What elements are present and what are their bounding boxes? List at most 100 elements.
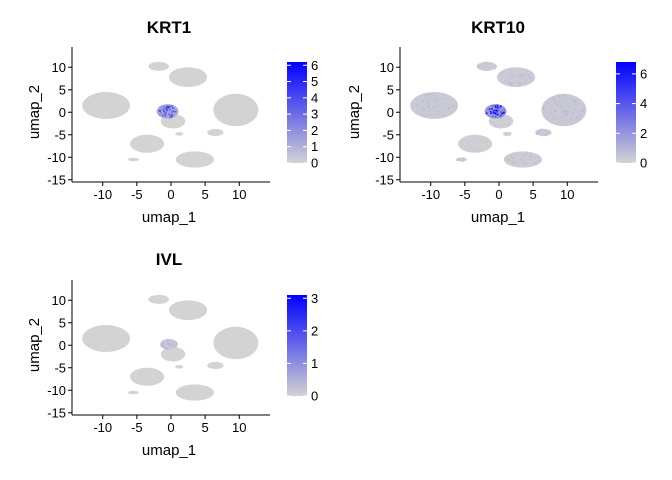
cell-point	[575, 103, 578, 106]
cell-point	[501, 71, 504, 74]
x-tick-label: 5	[530, 187, 537, 202]
y-tick-label: 10	[380, 60, 394, 75]
legend-tick-label: 2	[640, 126, 647, 141]
x-axis-title: umap_1	[142, 442, 196, 459]
cell-point	[484, 65, 486, 67]
cell-point	[520, 152, 522, 155]
cell-point	[427, 104, 430, 107]
cell-point	[517, 70, 520, 73]
color-bar	[287, 295, 307, 396]
y-tick-label: -10	[47, 150, 66, 165]
panel-krt10: KRT10 umap_1 umap_2 -10 -5 0 5 101050-5-10-1…	[346, 18, 647, 226]
cell-point	[426, 101, 429, 103]
y-tick-label: -5	[54, 127, 66, 142]
cell-point	[536, 132, 538, 135]
cell-point	[475, 143, 478, 146]
x-tick-label: 0	[495, 187, 502, 202]
cell-point	[487, 65, 490, 68]
cell-point	[529, 154, 532, 157]
y-tick-label: 5	[59, 82, 66, 97]
scatter-plot-area: -10 -5 0 5 10 10 5 0 -5 -10 -15	[47, 280, 270, 435]
cell-point	[566, 104, 569, 106]
cell-point	[517, 75, 520, 78]
cell-point	[490, 111, 493, 113]
y-axis-title: umap_2	[346, 85, 363, 139]
cell-point	[506, 117, 509, 120]
cell-point	[509, 160, 512, 163]
cell-point	[557, 101, 560, 104]
cell-point	[163, 110, 165, 112]
cell-point	[447, 97, 450, 100]
cell-cluster	[496, 67, 536, 88]
cell-point	[484, 139, 487, 142]
cell-point	[473, 146, 476, 148]
x-tick-label: -5	[131, 420, 143, 435]
cell-point	[579, 114, 582, 116]
y-tick-label: -15	[47, 405, 66, 420]
cell-point	[515, 77, 518, 80]
cell-point	[500, 105, 502, 108]
panel-title: IVL	[156, 250, 182, 269]
x-tick-label: -5	[131, 187, 143, 202]
color-legend: 6 4 2 0	[616, 62, 647, 171]
cell-point	[547, 133, 549, 136]
cell-point	[467, 140, 470, 142]
panel-ivl: IVL umap_1 umap_2 -10 -5 0 5 101050-5-10-15 …	[26, 250, 318, 459]
y-tick-label: -15	[47, 172, 66, 187]
cell-point	[166, 348, 169, 350]
cell-point	[466, 146, 469, 148]
legend-tick-label: 0	[311, 156, 318, 171]
cell-point	[165, 112, 168, 115]
y-tick-label: -5	[382, 127, 394, 142]
cell-point	[458, 157, 461, 160]
cell-point	[473, 150, 475, 153]
cell-point	[469, 145, 472, 148]
legend-tick-label: 6	[311, 58, 318, 73]
legend-tick-label: 3	[311, 107, 318, 122]
y-tick-label: 0	[387, 105, 394, 120]
cell-point	[416, 104, 418, 107]
x-tick-label: -10	[93, 420, 112, 435]
cell-point	[538, 159, 541, 162]
cell-point	[573, 100, 576, 102]
cell-point	[161, 114, 164, 117]
cell-point	[418, 104, 421, 107]
cell-point	[422, 111, 425, 114]
cell-point	[536, 155, 539, 158]
cell-point	[513, 73, 516, 76]
cell-point	[160, 107, 162, 110]
cell-point	[511, 161, 514, 164]
legend-tick-label: 6	[640, 66, 647, 81]
cell-point	[529, 159, 532, 161]
cell-point	[163, 113, 166, 116]
cell-point	[165, 108, 168, 111]
cell-point	[448, 107, 450, 110]
cell-point	[172, 107, 174, 110]
cell-point	[513, 158, 516, 161]
cell-point	[540, 133, 543, 136]
cell-point	[508, 159, 510, 162]
legend-tick-label: 1	[311, 139, 318, 154]
x-axis-title: umap_1	[471, 209, 525, 226]
cell-point	[469, 135, 472, 138]
cell-point	[499, 115, 502, 118]
cell-point	[428, 93, 431, 96]
cell-point	[493, 67, 496, 70]
x-tick-label: -5	[459, 187, 471, 202]
cell-point	[171, 114, 174, 116]
cell-point	[559, 104, 562, 107]
cell-point	[530, 77, 533, 79]
cell-point	[528, 77, 531, 79]
cell-point	[534, 156, 537, 159]
cell-point	[483, 62, 485, 65]
cell-point	[499, 111, 502, 113]
cell-point	[500, 114, 502, 117]
cell-point	[501, 112, 504, 115]
scatter-plot-area: -10 -5 0 5 10 10 5 0 -5 -10 -15	[375, 47, 598, 202]
cell-cluster	[168, 67, 208, 88]
cell-point	[174, 107, 177, 110]
cell-point	[170, 115, 173, 118]
cell-point	[507, 122, 510, 124]
legend-tick-label: 0	[311, 389, 318, 404]
panel-title: KRT1	[147, 18, 191, 37]
